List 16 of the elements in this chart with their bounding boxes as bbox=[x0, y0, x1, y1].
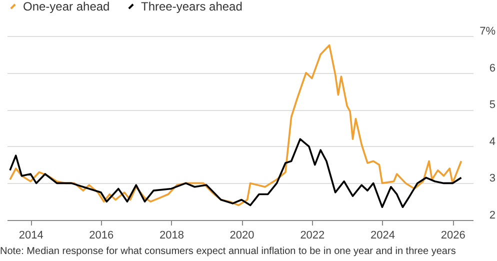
y-tick-label: 6 bbox=[489, 62, 496, 74]
legend-label: One-year ahead bbox=[23, 0, 110, 14]
x-tick-label: 2020 bbox=[230, 230, 254, 242]
x-tick-label: 2018 bbox=[160, 230, 184, 242]
y-tick-label: 7% bbox=[480, 26, 496, 38]
x-tick-label: 2026 bbox=[440, 230, 466, 242]
y-tick-label: 5 bbox=[489, 99, 496, 112]
y-tick-label: 2 bbox=[489, 210, 496, 222]
legend-label: Three-years ahead bbox=[141, 0, 242, 14]
x-tick-label: 2014 bbox=[18, 230, 44, 242]
x-tick-label: 2022 bbox=[300, 230, 325, 242]
y-tick-label: 3 bbox=[489, 172, 496, 185]
x-tick-label: 2024 bbox=[370, 230, 395, 242]
x-tick-label: 2016 bbox=[89, 230, 114, 242]
text: Note: Median response for what consumers expect annual inflation to be in one year and in three years bbox=[0, 246, 456, 257]
y-tick-label: 4 bbox=[489, 136, 496, 148]
